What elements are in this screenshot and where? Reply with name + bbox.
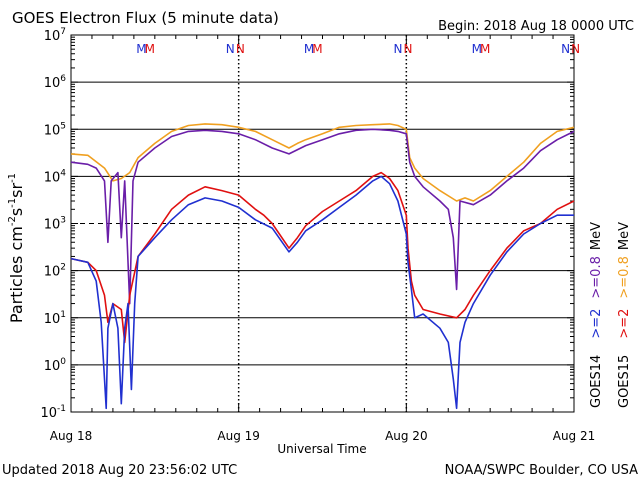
y-tick-label: 104 xyxy=(44,168,67,185)
y-tick-label: 105 xyxy=(44,121,66,138)
y-tick-label: 106 xyxy=(44,74,67,91)
legend-entry: >=0.8 xyxy=(589,256,604,298)
series-line-g14_2 xyxy=(70,175,574,410)
y-tick-label: 10-1 xyxy=(40,404,66,421)
x-axis-ticks: Aug 18 Aug 19 Aug 20 Aug 21 xyxy=(50,35,596,443)
legend-satellite-name: GOES15 xyxy=(617,355,632,408)
legend-entry: >=2 xyxy=(589,309,604,339)
marker-m: M xyxy=(480,42,490,56)
y-axis-label-exp2: -1 xyxy=(7,198,18,208)
marker-n: N xyxy=(226,42,235,56)
marker-n: N xyxy=(561,42,570,56)
y-tick-label: 103 xyxy=(44,216,66,233)
y-axis-label-exp1: -2 xyxy=(7,216,18,226)
y-tick-label: 107 xyxy=(44,27,66,44)
marker-n: N xyxy=(404,42,413,56)
marker-m: M xyxy=(136,42,146,56)
x-tick-label: Aug 18 xyxy=(50,429,93,443)
footer-updated: Updated 2018 Aug 20 23:56:02 UTC xyxy=(2,463,237,478)
x-tick-label: Aug 19 xyxy=(217,429,260,443)
y-axis-label: Particles cm-2s-1sr-1 xyxy=(7,173,26,323)
legend-group-goes14: GOES14 >=2 >=0.8 MeV xyxy=(589,222,604,408)
x-tick-label: Aug 21 xyxy=(553,429,596,443)
mn-markers: MM N N MM N N MM N N xyxy=(136,42,580,56)
gridlines xyxy=(71,81,574,366)
y-axis-ticks: 107 106 105 104 103 102 101 100 10-1 xyxy=(40,27,574,421)
chart-title: GOES Electron Flux (5 minute data) xyxy=(12,9,279,27)
legend-entry: >=2 xyxy=(617,309,632,339)
legend-unit: MeV xyxy=(617,222,632,250)
legend-satellite-name: GOES14 xyxy=(589,355,604,408)
marker-n: N xyxy=(393,42,402,56)
legend-unit: MeV xyxy=(589,222,604,250)
series-lines xyxy=(70,123,575,410)
y-tick-label: 102 xyxy=(44,263,66,280)
series-line-g15_2 xyxy=(70,171,575,344)
marker-m: M xyxy=(472,42,482,56)
legend-group-goes15: GOES15 >=2 >=0.8 MeV xyxy=(617,222,632,408)
begin-label: Begin: 2018 Aug 18 0000 UTC xyxy=(438,19,634,34)
marker-m: M xyxy=(145,42,155,56)
marker-m: M xyxy=(312,42,322,56)
y-axis-label-s: s xyxy=(7,208,26,216)
x-tick-label: Aug 20 xyxy=(385,429,428,443)
marker-n: N xyxy=(236,42,245,56)
legend-entry: >=0.8 xyxy=(617,256,632,298)
legend: GOES14 >=2 >=0.8 MeV GOES15 >=2 >=0.8 MeV xyxy=(589,222,632,408)
series-line-g15_08 xyxy=(70,123,575,202)
y-axis-label-main: Particles cm xyxy=(7,226,26,323)
x-axis-label: Universal Time xyxy=(277,442,366,456)
y-tick-label: 101 xyxy=(44,310,66,327)
y-tick-label: 100 xyxy=(44,357,67,374)
series-line-g14_08 xyxy=(70,128,575,305)
y-axis-label-sr: sr xyxy=(7,183,26,198)
y-axis-label-exp3: -1 xyxy=(7,173,18,183)
marker-m: M xyxy=(304,42,314,56)
footer-source: NOAA/SWPC Boulder, CO USA xyxy=(445,463,638,478)
marker-n: N xyxy=(571,42,580,56)
